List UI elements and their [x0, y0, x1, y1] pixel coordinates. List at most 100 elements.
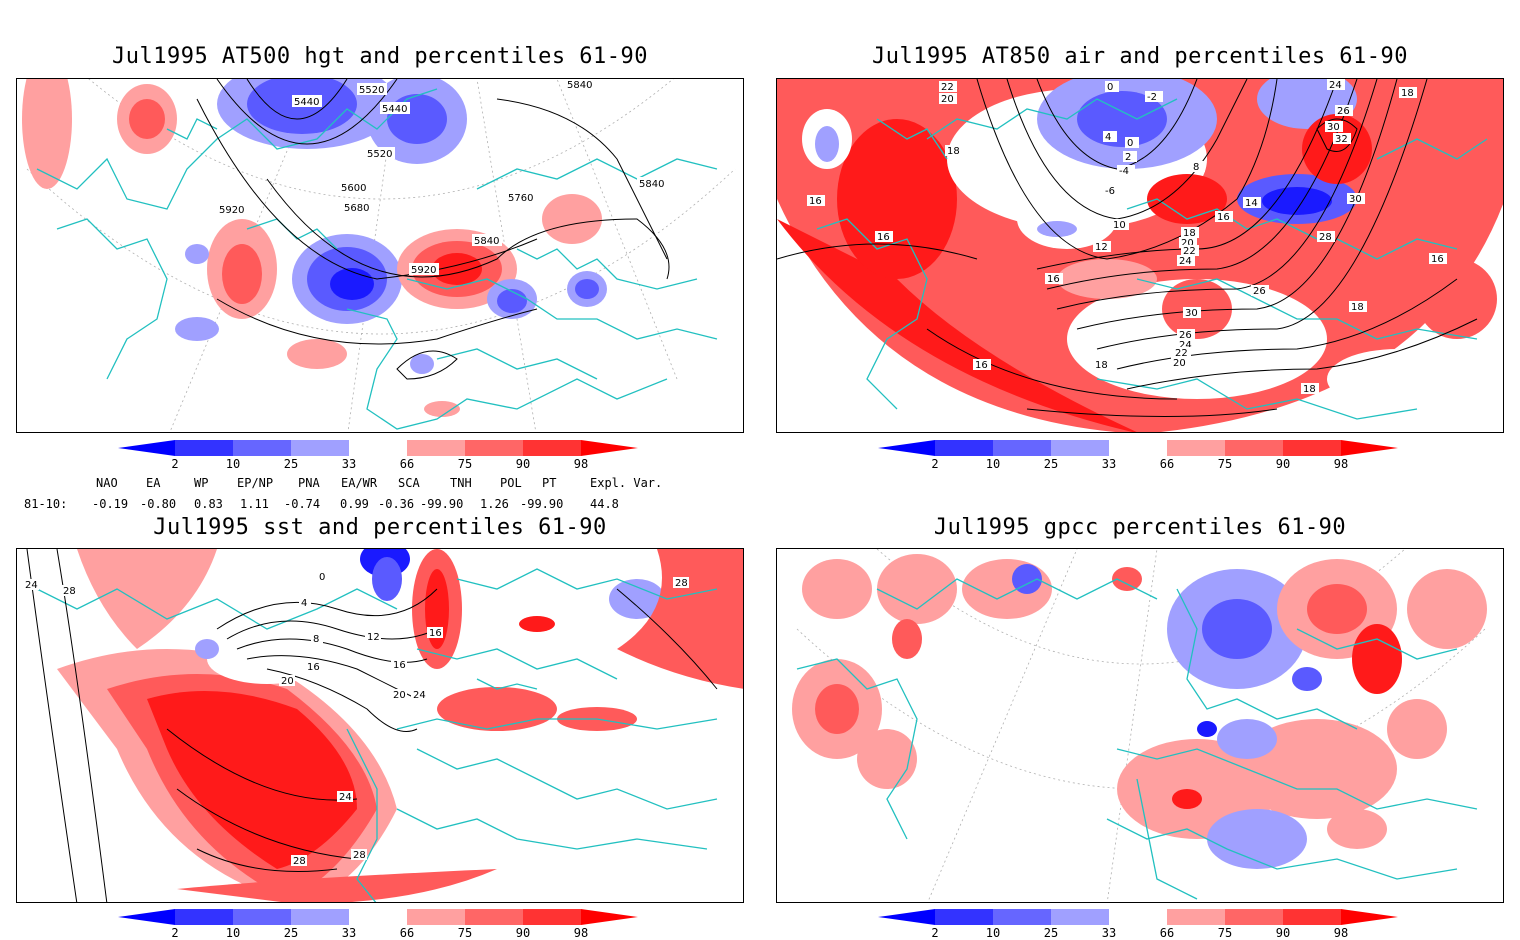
map-panel-air850: 22 20 0 -2 24 26 18 18 4 0 2 30 32 16 -6…	[776, 78, 1504, 433]
temperature-contours	[777, 79, 1478, 417]
colorbar-segment	[233, 440, 291, 456]
svg-text:20: 20	[281, 676, 294, 687]
svg-text:5920: 5920	[219, 205, 244, 216]
svg-text:18: 18	[1183, 228, 1196, 239]
colorbar-tick-label: 66	[1160, 457, 1174, 470]
map-air850-canvas: 22 20 0 -2 24 26 18 18 4 0 2 30 32 16 -6…	[777, 79, 1503, 432]
svg-text:10: 10	[1113, 220, 1126, 231]
colorbar-tick-label: 90	[516, 926, 530, 939]
svg-text:28: 28	[1319, 232, 1332, 243]
colorbar-tick-label: 25	[284, 457, 298, 470]
colorbar-segment	[935, 909, 993, 925]
index-value-pt: -99.90	[520, 497, 564, 511]
svg-text:5680: 5680	[344, 203, 369, 214]
svg-text:16: 16	[877, 232, 890, 243]
svg-text:24: 24	[1329, 80, 1342, 91]
colorbar-tick-label: 66	[400, 926, 414, 939]
svg-text:28: 28	[293, 856, 306, 867]
colorbar-segment	[1225, 440, 1283, 456]
svg-text:14: 14	[1245, 198, 1258, 209]
svg-text:28: 28	[675, 578, 688, 589]
svg-text:26: 26	[1337, 106, 1350, 117]
svg-text:12: 12	[367, 632, 380, 643]
colorbar-tick-label: 25	[1044, 457, 1058, 470]
colorbar-tick-label: 25	[1044, 926, 1058, 939]
panel-2-title: Jul1995 AT850 air and percentiles 61-90	[871, 44, 1409, 69]
svg-text:8: 8	[1193, 162, 1199, 173]
index-header-eawr: EA/WR	[341, 476, 378, 490]
colorbar-tick-label: 66	[400, 457, 414, 470]
svg-text:20: 20	[1173, 358, 1186, 369]
index-header-explvar: Expl. Var.	[590, 476, 663, 490]
svg-text:-4: -4	[1119, 166, 1129, 177]
svg-text:24: 24	[339, 792, 352, 803]
colorbar-tick-label: 98	[1334, 457, 1348, 470]
svg-text:20: 20	[393, 690, 406, 701]
svg-text:16: 16	[1217, 212, 1230, 223]
colorbar-arrow-low	[878, 440, 935, 456]
colorbar-panel-2: 2 10 25 33 66 75 90 98	[878, 440, 1398, 470]
svg-text:16: 16	[393, 660, 406, 671]
colorbar-tick-label: 75	[1218, 926, 1232, 939]
colorbar-segment	[523, 440, 581, 456]
colorbar-tick-label: 10	[226, 926, 240, 939]
svg-text:5520: 5520	[367, 149, 392, 160]
index-header-tnh: TNH	[450, 476, 472, 490]
svg-text:30: 30	[1185, 308, 1198, 319]
svg-text:8: 8	[313, 634, 319, 645]
percentile-shading	[22, 79, 607, 417]
colorbar-segment	[1167, 440, 1225, 456]
colorbar-arrow-high	[581, 440, 638, 456]
svg-text:0: 0	[1127, 138, 1133, 149]
index-value-pna: -0.74	[284, 497, 321, 511]
colorbar-tick-label: 10	[986, 457, 1000, 470]
svg-text:5440: 5440	[294, 97, 319, 108]
svg-text:16: 16	[1431, 254, 1444, 265]
index-header-pt: PT	[542, 476, 557, 490]
svg-text:16: 16	[975, 360, 988, 371]
index-value-ea: -0.80	[140, 497, 177, 511]
percentile-shading	[57, 549, 743, 902]
svg-text:24: 24	[1179, 340, 1192, 351]
colorbar-tick-label: 98	[574, 926, 588, 939]
svg-text:16: 16	[809, 196, 822, 207]
svg-text:4: 4	[1105, 132, 1111, 143]
index-header-nao: NAO	[96, 476, 118, 490]
svg-text:5840: 5840	[639, 179, 664, 190]
colorbar-tick-label: 25	[284, 926, 298, 939]
svg-text:32: 32	[1335, 134, 1348, 145]
svg-text:0: 0	[1107, 82, 1113, 93]
colorbar-tick-label: 10	[226, 457, 240, 470]
coastlines	[796, 578, 1478, 900]
svg-text:5840: 5840	[474, 236, 499, 247]
colorbar-tick-label: 33	[1102, 457, 1116, 470]
sst-contours	[26, 549, 718, 902]
index-value-sca: -0.36	[378, 497, 415, 511]
index-value-tnh: -99.90	[420, 497, 464, 511]
map-panel-gpcc	[776, 548, 1504, 903]
panel-4-title: Jul1995 gpcc percentiles 61-90	[933, 515, 1347, 540]
svg-text:-6: -6	[1105, 186, 1115, 197]
svg-text:18: 18	[947, 146, 960, 157]
svg-text:22: 22	[1183, 246, 1196, 257]
index-value-pol: 1.26	[480, 497, 509, 511]
colorbar-panel-3: 2 10 25 33 66 75 90 98	[118, 909, 638, 939]
svg-text:5520: 5520	[359, 85, 384, 96]
percentile-shading	[777, 79, 1503, 432]
colorbar-tick-label: 10	[986, 926, 1000, 939]
colorbar-tick-label: 2	[931, 926, 938, 939]
colorbar-tick-label: 33	[1102, 926, 1116, 939]
colorbar-segment	[1225, 909, 1283, 925]
colorbar-arrow-high	[1341, 909, 1398, 925]
colorbar-segment	[1167, 909, 1225, 925]
colorbar-segment	[1051, 440, 1109, 456]
colorbar-arrow-low	[118, 440, 175, 456]
colorbar-segment	[993, 440, 1051, 456]
colorbar-panel-4: 2 10 25 33 66 75 90 98	[878, 909, 1398, 939]
colorbar-tick-label: 2	[171, 926, 178, 939]
colorbar-arrow-high	[1341, 440, 1398, 456]
svg-text:16: 16	[429, 628, 442, 639]
coastlines	[816, 98, 1488, 420]
index-header-pol: POL	[500, 476, 522, 490]
colorbar-segment	[523, 909, 581, 925]
